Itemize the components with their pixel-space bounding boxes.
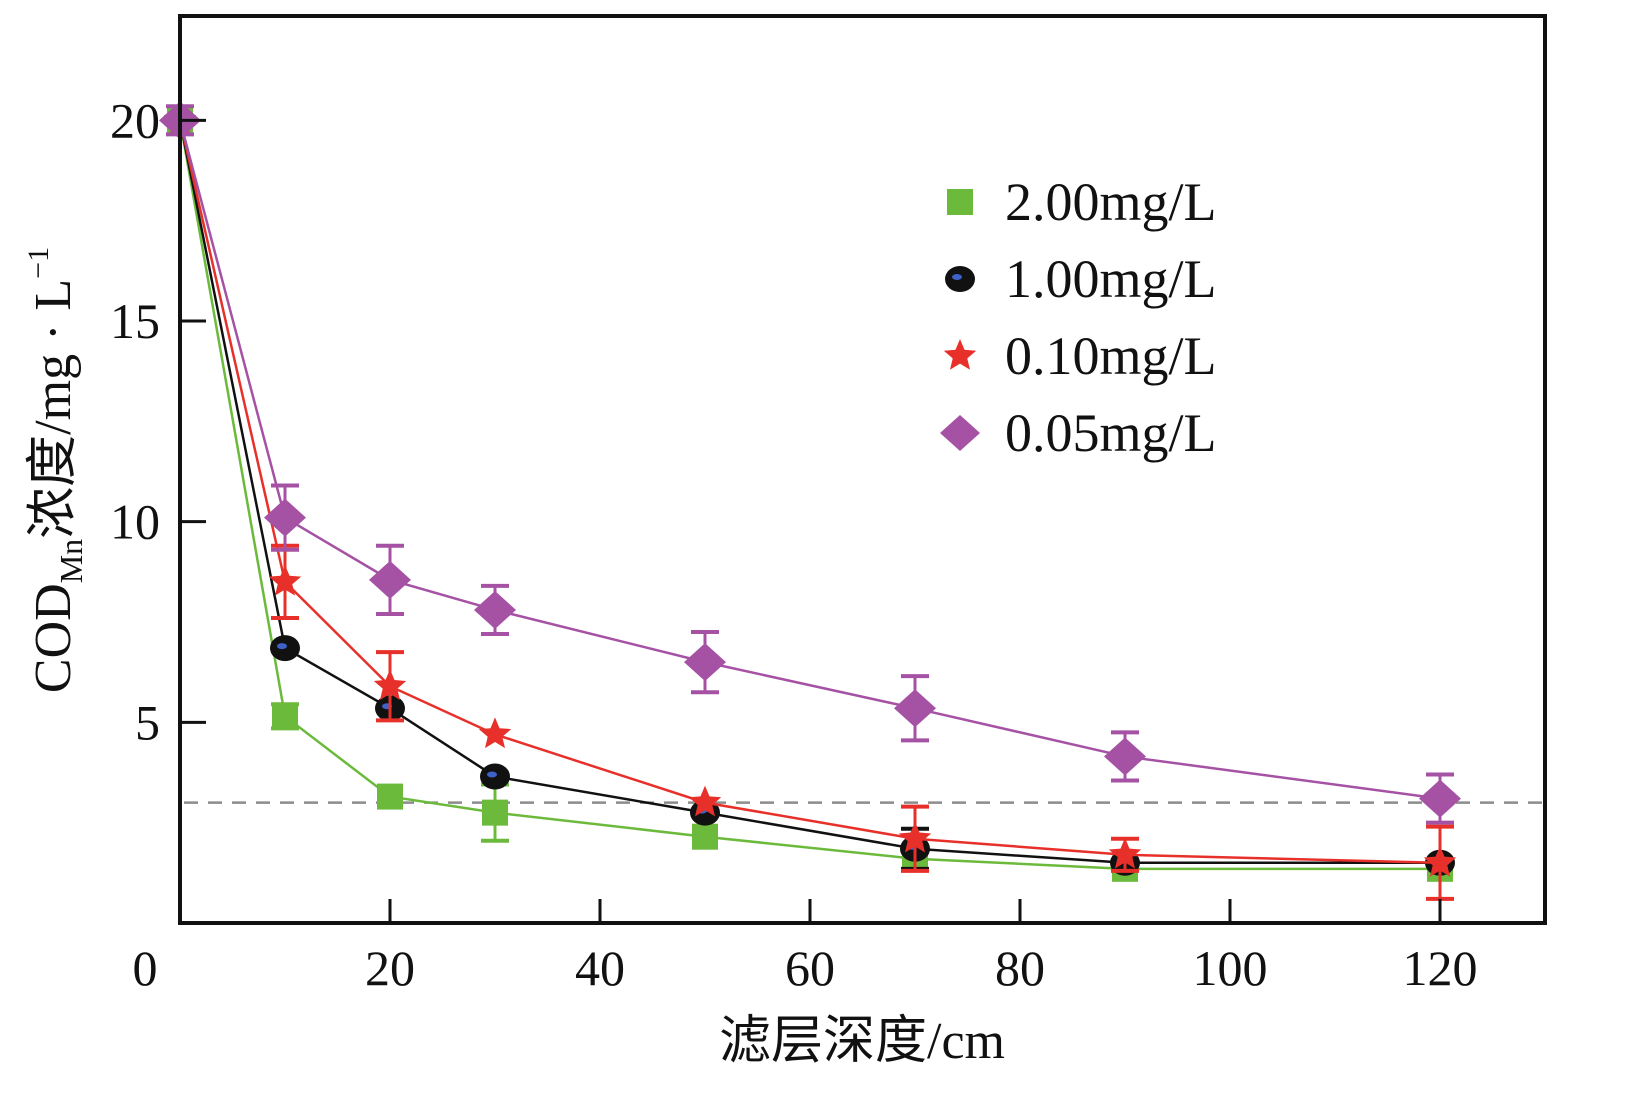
plot-area: [159, 101, 1543, 901]
plot-frame: [178, 14, 1547, 925]
marker-diamond: [1104, 737, 1146, 776]
marker-star: [898, 821, 932, 853]
marker-diamond: [264, 498, 306, 537]
y-tick-label: 15: [110, 293, 160, 349]
x-tick-label: 0: [133, 940, 158, 996]
legend-label: 1.00mg/L: [1005, 249, 1217, 309]
legend-item: 0.05mg/L: [940, 403, 1217, 463]
marker-circle-highlight: [487, 771, 497, 778]
x-tick-label: 80: [995, 940, 1045, 996]
y-axis-title: CODMn浓度/mg · L−1: [22, 247, 89, 693]
legend-label: 0.10mg/L: [1005, 326, 1217, 386]
y-tick-label: 10: [110, 494, 160, 550]
marker-star: [1423, 845, 1457, 877]
marker-diamond: [1419, 779, 1461, 818]
y-tick-label: 20: [110, 92, 160, 148]
marker-diamond: [369, 560, 411, 599]
marker-diamond: [474, 590, 516, 629]
series-star: [163, 103, 1457, 901]
axes: 0 20 40 60 80 100 120 5 10 15 20: [110, 14, 1547, 996]
series-line: [178, 120, 1440, 865]
marker-star: [268, 564, 302, 596]
marker-circle-highlight: [277, 643, 287, 650]
marker-star: [478, 717, 512, 749]
marker-diamond: [894, 689, 936, 728]
series-diamond: [159, 101, 1461, 825]
series-line: [178, 120, 1441, 800]
series-line: [178, 120, 1441, 865]
x-tick-label: 60: [785, 940, 835, 996]
legend-item: 2.00mg/L: [947, 172, 1217, 232]
y-axis-title-main: COD: [25, 583, 82, 693]
marker-star: [1108, 837, 1142, 869]
legend-marker: [943, 339, 977, 370]
marker-square: [692, 823, 718, 850]
legend-label: 2.00mg/L: [1005, 172, 1217, 232]
x-tick-label: 100: [1193, 940, 1268, 996]
marker-circle: [945, 266, 975, 292]
marker-diamond: [940, 415, 980, 451]
y-axis-title-superscript: −1: [22, 247, 55, 279]
series-circle: [165, 107, 1455, 876]
marker-star: [373, 669, 407, 700]
legend-label: 0.05mg/L: [1005, 403, 1217, 463]
legend-marker: [940, 415, 980, 451]
series-square: [167, 107, 1453, 882]
marker-star: [688, 785, 722, 817]
x-tick-label: 120: [1403, 940, 1478, 996]
legend-item: 1.00mg/L: [945, 249, 1217, 309]
marker-square: [377, 783, 403, 810]
marker-circle: [480, 763, 510, 790]
marker-square: [947, 189, 973, 215]
marker-square: [272, 703, 298, 730]
legend-marker: [947, 189, 973, 215]
y-axis-title-rest: 浓度/mg · L: [25, 279, 82, 539]
marker-diamond: [684, 643, 726, 682]
y-tick-label: 5: [135, 694, 160, 750]
x-tick-label: 40: [575, 940, 625, 996]
legend-marker: [945, 266, 975, 292]
marker-square: [482, 799, 508, 826]
marker-star: [943, 339, 977, 370]
series-line: [178, 120, 1440, 871]
marker-circle: [270, 635, 300, 662]
x-axis-title: 滤层深度/cm: [719, 1013, 1005, 1070]
marker-circle-highlight: [952, 274, 962, 280]
x-tick-label: 20: [365, 940, 415, 996]
legend-item: 0.10mg/L: [943, 326, 1217, 386]
legend: 2.00mg/L 1.00mg/L 0.10mg/L 0.05mg/L: [940, 172, 1217, 463]
y-axis-title-subscript: Mn: [53, 539, 89, 583]
